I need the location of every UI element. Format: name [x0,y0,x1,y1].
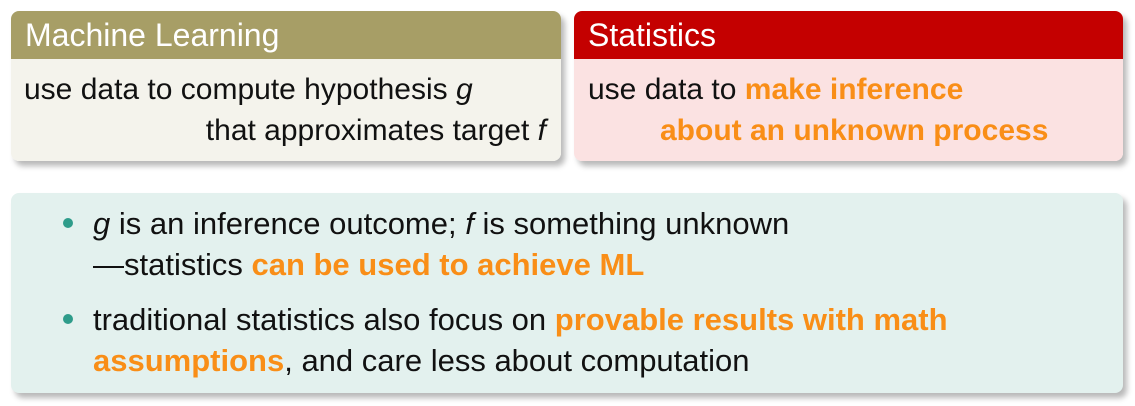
ml-definition-line-2: that approximates target f [11,110,561,151]
stat-highlight-make-inference: make inference [744,73,964,106]
machine-learning-body: use data to compute hypothesis g that ap… [11,59,561,161]
statistics-body: use data to make inference about an unkn… [574,59,1123,161]
machine-learning-block: Machine Learning use data to compute hyp… [11,11,561,161]
ml-line2-text: that approximates target [205,114,538,147]
bullet1-text-a: is an inference outcome; [110,206,466,241]
bullet-dot-icon [63,218,73,228]
bullet1-line1: g is an inference outcome; f is somethin… [93,203,1103,244]
bullet1-line2: —statistics can be used to achieve ML [93,244,1103,285]
bullet1-line2-text: —statistics [93,247,252,282]
ml-hypothesis-g: g [455,73,473,106]
ml-definition-line-1: use data to compute hypothesis g [11,69,561,110]
bullet2-line1: traditional statistics also focus on pro… [93,299,1103,340]
statistics-title: Statistics [574,11,1123,59]
bullet1-text-b: is something unknown [473,206,790,241]
bullet1-var-g: g [93,206,111,241]
bullet2-text-a: traditional statistics also focus on [93,302,555,337]
stat-definition-line-2: about an unknown process [574,110,1123,151]
ml-target-f: f [537,114,546,147]
stat-line1-text: use data to [588,73,745,106]
statistics-block: Statistics use data to make inference ab… [574,11,1123,161]
bullet2-text-b: , and care less about computation [284,343,750,378]
stat-highlight-unknown-process: about an unknown process [660,114,1049,147]
bullet-item-inference: g is an inference outcome; f is somethin… [63,203,1103,285]
bullet2-highlight-b: assumptions [93,343,285,378]
bullet1-var-f: f [465,206,474,241]
bullet2-highlight-a: provable results with math [554,302,948,337]
comparison-bullet-box: g is an inference outcome; f is somethin… [11,193,1123,393]
ml-line1-text: use data to compute hypothesis [24,73,456,106]
bullet2-line2: assumptions, and care less about computa… [93,340,1103,381]
stat-definition-line-1: use data to make inference [574,69,1123,110]
bullet-item-traditional-statistics: traditional statistics also focus on pro… [63,299,1103,381]
bullet-dot-icon [63,314,73,324]
bullet1-highlight: can be used to achieve ML [251,247,645,282]
bullet-list: g is an inference outcome; f is somethin… [63,203,1103,395]
machine-learning-title: Machine Learning [11,11,561,59]
